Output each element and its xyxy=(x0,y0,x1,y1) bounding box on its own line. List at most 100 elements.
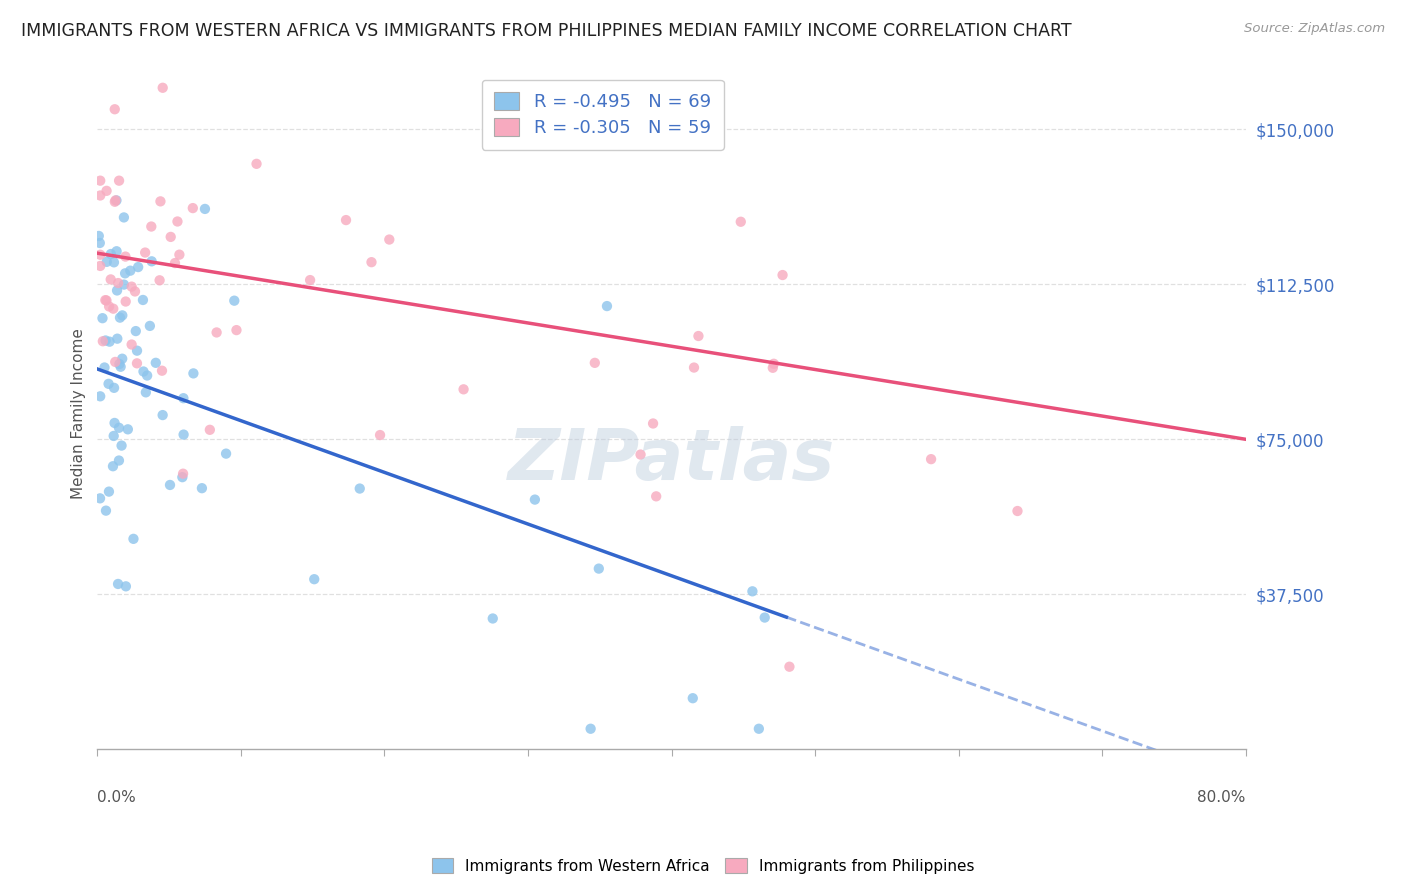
Point xyxy=(141,254,163,268)
Point xyxy=(94,334,117,348)
Point xyxy=(145,356,167,370)
Point xyxy=(579,722,602,736)
Point xyxy=(205,326,228,340)
Point xyxy=(87,229,110,244)
Point xyxy=(748,722,770,736)
Y-axis label: Median Family Income: Median Family Income xyxy=(72,328,86,499)
Point xyxy=(111,309,134,323)
Point xyxy=(159,230,181,244)
Point xyxy=(335,213,357,227)
Point xyxy=(89,235,111,250)
Point xyxy=(149,273,172,287)
Point xyxy=(125,324,148,338)
Point xyxy=(89,491,111,506)
Point xyxy=(641,417,664,431)
Point xyxy=(172,391,194,405)
Point xyxy=(112,211,135,225)
Point xyxy=(98,334,121,349)
Point xyxy=(101,459,124,474)
Point xyxy=(105,284,128,298)
Point xyxy=(136,368,159,383)
Point xyxy=(762,357,785,371)
Point xyxy=(132,293,155,307)
Point xyxy=(105,332,128,346)
Point xyxy=(103,255,125,269)
Point xyxy=(104,194,127,208)
Point xyxy=(110,439,132,453)
Point xyxy=(304,572,326,586)
Point xyxy=(778,659,800,673)
Point xyxy=(103,429,125,443)
Legend: Immigrants from Western Africa, Immigrants from Philippines: Immigrants from Western Africa, Immigran… xyxy=(426,852,980,880)
Point xyxy=(683,360,706,375)
Point xyxy=(135,385,157,400)
Point xyxy=(89,259,111,273)
Point xyxy=(125,356,148,370)
Point xyxy=(115,579,138,593)
Point xyxy=(89,248,111,262)
Point xyxy=(630,448,652,462)
Point xyxy=(91,311,114,326)
Point xyxy=(754,610,776,624)
Legend: R = -0.495   N = 69, R = -0.305   N = 59: R = -0.495 N = 69, R = -0.305 N = 59 xyxy=(481,79,724,150)
Text: 80.0%: 80.0% xyxy=(1198,789,1246,805)
Point xyxy=(682,691,704,706)
Point xyxy=(225,323,247,337)
Point xyxy=(108,357,131,371)
Point xyxy=(152,80,174,95)
Point xyxy=(139,318,162,333)
Point xyxy=(97,376,120,391)
Point xyxy=(141,219,163,234)
Point xyxy=(111,351,134,366)
Text: Source: ZipAtlas.com: Source: ZipAtlas.com xyxy=(1244,22,1385,36)
Point xyxy=(163,256,186,270)
Point xyxy=(127,260,149,274)
Point xyxy=(132,364,155,378)
Point xyxy=(194,202,217,216)
Point xyxy=(96,184,118,198)
Point xyxy=(108,174,131,188)
Point xyxy=(125,343,148,358)
Point xyxy=(121,279,143,293)
Point xyxy=(94,503,117,517)
Point xyxy=(108,453,131,467)
Point xyxy=(104,355,127,369)
Point xyxy=(120,263,142,277)
Point xyxy=(378,233,401,247)
Point xyxy=(349,482,371,496)
Point xyxy=(108,421,131,435)
Point xyxy=(453,382,475,396)
Point xyxy=(173,427,195,442)
Text: ZIPatlas: ZIPatlas xyxy=(508,426,835,495)
Point xyxy=(110,359,132,374)
Point xyxy=(596,299,619,313)
Point xyxy=(89,389,111,403)
Point xyxy=(481,611,503,625)
Point xyxy=(98,300,121,314)
Point xyxy=(245,157,267,171)
Point xyxy=(103,381,125,395)
Point xyxy=(103,416,125,430)
Point xyxy=(215,447,238,461)
Point xyxy=(920,452,942,467)
Point xyxy=(114,294,136,309)
Point xyxy=(93,360,115,375)
Point xyxy=(91,334,114,349)
Point xyxy=(1007,504,1029,518)
Point xyxy=(122,532,145,546)
Point xyxy=(299,273,322,287)
Point xyxy=(169,247,191,261)
Point xyxy=(645,489,668,503)
Point xyxy=(172,470,194,484)
Point xyxy=(610,136,633,151)
Point xyxy=(523,492,546,507)
Point xyxy=(368,428,391,442)
Text: 0.0%: 0.0% xyxy=(97,789,136,805)
Point xyxy=(730,215,752,229)
Point xyxy=(104,194,127,209)
Point xyxy=(89,174,111,188)
Point xyxy=(583,356,606,370)
Point xyxy=(741,584,763,599)
Point xyxy=(172,467,194,481)
Point xyxy=(94,293,117,307)
